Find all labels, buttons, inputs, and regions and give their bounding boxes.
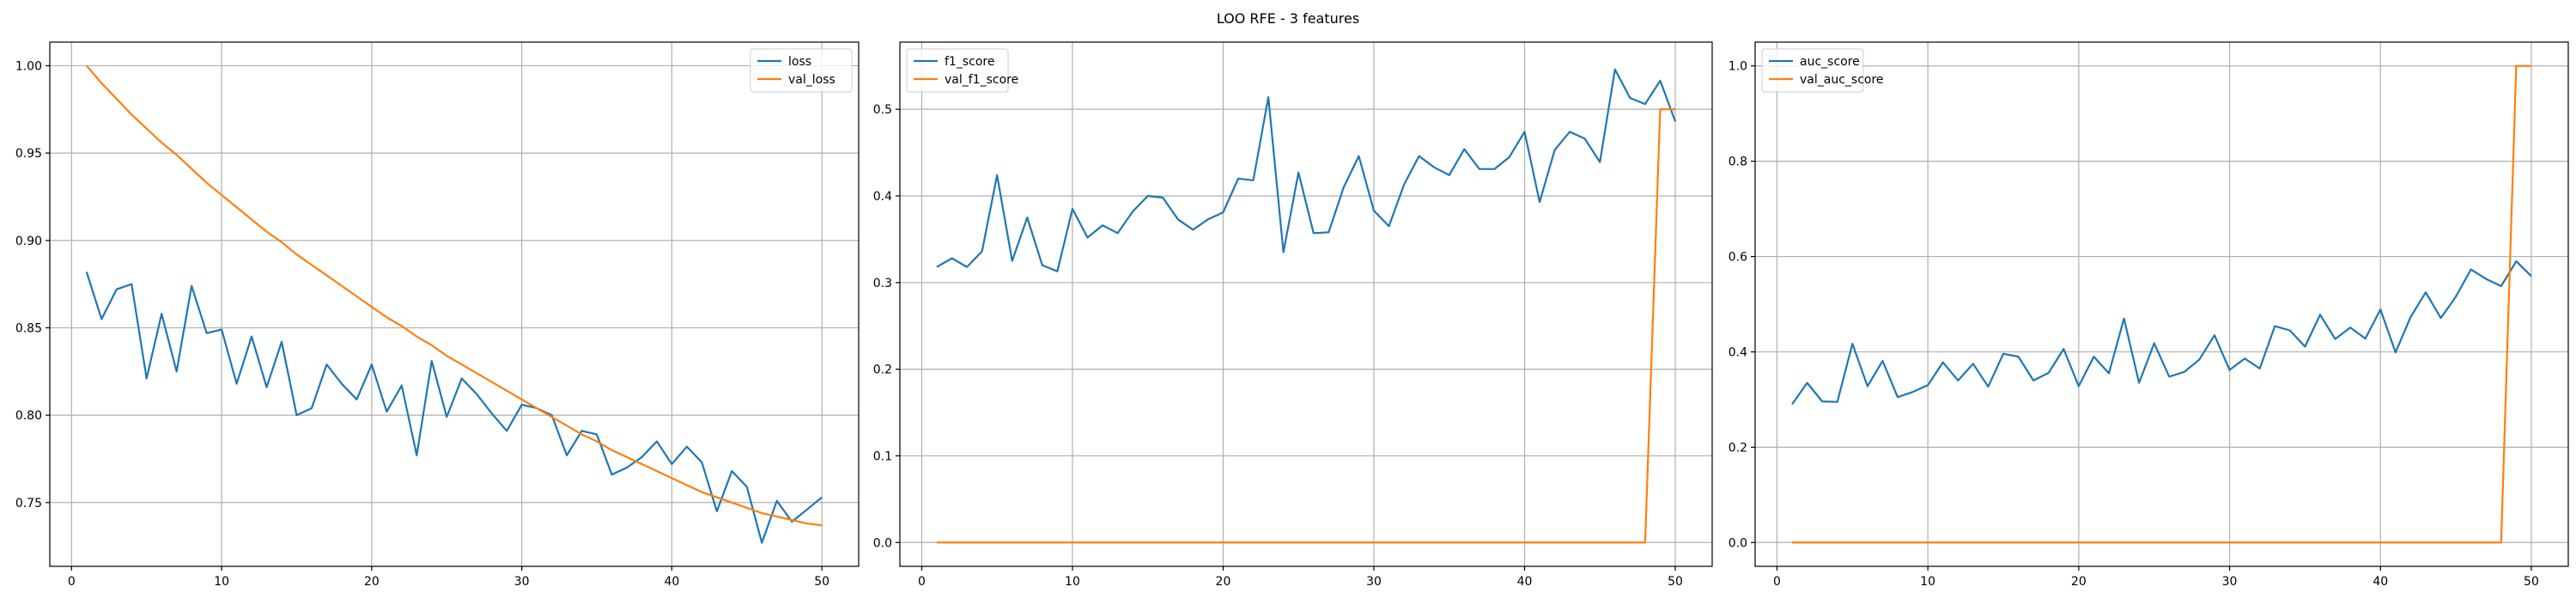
legend-label-auc_score: auc_score [1800, 55, 1860, 69]
x-tick-label: 20 [2071, 575, 2087, 589]
y-tick-label: 0.95 [15, 147, 42, 161]
x-tick-label: 40 [2372, 575, 2388, 589]
x-tick-label: 30 [514, 575, 530, 589]
x-tick-label: 40 [664, 575, 679, 589]
x-tick-label: 50 [2524, 575, 2539, 589]
plot-area [50, 42, 859, 566]
y-tick-label: 0.2 [873, 364, 892, 377]
series-line-auc_score [1791, 260, 2532, 406]
series-line-val_f1_score [937, 108, 1675, 544]
x-tick-label: 0 [1773, 575, 1781, 589]
y-tick-label: 0.90 [15, 235, 42, 248]
x-tick-label: 30 [2222, 575, 2238, 589]
legend-box [750, 48, 853, 93]
legend-label-val_auc_score: val_auc_score [1800, 73, 1884, 87]
chart-panel-2: 0 10 20 30 40 50 0.0 0.1 0.2 0.3 0.4 0.5 f1_scoreval… [873, 41, 1713, 589]
series-line-val_loss [85, 64, 823, 527]
axes-frame [1754, 41, 2569, 567]
series-line-loss [85, 272, 823, 544]
chart-panel-1: 0 10 20 30 40 50 0.75 0.80 0.85 0.90 0.95 1.00 loss v… [15, 41, 860, 589]
y-tick-label: 0.5 [873, 103, 892, 117]
legend: f1_score val_f1_score [906, 48, 1018, 93]
y-tick-label: 0.6 [1728, 251, 1747, 265]
y-tick-label: 0.1 [873, 449, 892, 463]
legend-label-loss: loss [788, 55, 811, 69]
legend-label-val_loss: val_loss [788, 73, 835, 87]
y-tick-label: 0.4 [1728, 345, 1747, 359]
x-tick-label: 10 [1920, 575, 1935, 589]
plot-area [900, 42, 1712, 566]
axes-frame [899, 41, 1713, 567]
y-tick-label: 0.2 [1728, 441, 1747, 455]
legend: auc_score val_auc_score [1761, 48, 1884, 93]
y-tick-label: 1.0 [1728, 60, 1747, 74]
x-tick-label: 50 [1668, 575, 1683, 589]
y-tick-label: 0.4 [873, 190, 892, 204]
x-tick-label: 20 [1216, 575, 1231, 589]
x-tick-label: 40 [1517, 575, 1533, 589]
y-tick-label: 1.00 [15, 59, 42, 73]
y-tick-label: 0.0 [873, 536, 892, 550]
y-tick-label: 0.85 [15, 321, 42, 335]
figure-title: LOO RFE - 3 features [1217, 10, 1359, 27]
x-tick-label: 30 [1366, 575, 1382, 589]
legend-label-f1_score: f1_score [945, 55, 994, 69]
x-tick-label: 0 [918, 575, 926, 589]
chart-panel-3: 0 10 20 30 40 50 0.0 0.2 0.4 0.6 0.8 1.0 auc_scoreva… [1728, 41, 2569, 589]
plot-area [1755, 42, 2568, 566]
axes-frame [49, 41, 860, 567]
y-tick-label: 0.75 [15, 497, 42, 510]
y-tick-label: 0.80 [15, 409, 42, 423]
legend-label-val_f1_score: val_f1_score [945, 73, 1018, 87]
y-tick-label: 0.8 [1728, 156, 1747, 169]
x-tick-label: 50 [814, 575, 829, 589]
x-tick-label: 0 [68, 575, 76, 589]
y-tick-label: 0.3 [873, 277, 892, 290]
legend-box [1761, 48, 1864, 93]
series-line-f1_score [936, 68, 1677, 272]
legend: loss val_loss [750, 48, 853, 93]
x-tick-label: 10 [214, 575, 229, 589]
x-tick-label: 20 [364, 575, 380, 589]
series-line-val_auc_score [1792, 64, 2531, 544]
y-tick-label: 0.0 [1728, 536, 1747, 550]
legend-box [906, 48, 1009, 93]
x-tick-label: 10 [1065, 575, 1080, 589]
